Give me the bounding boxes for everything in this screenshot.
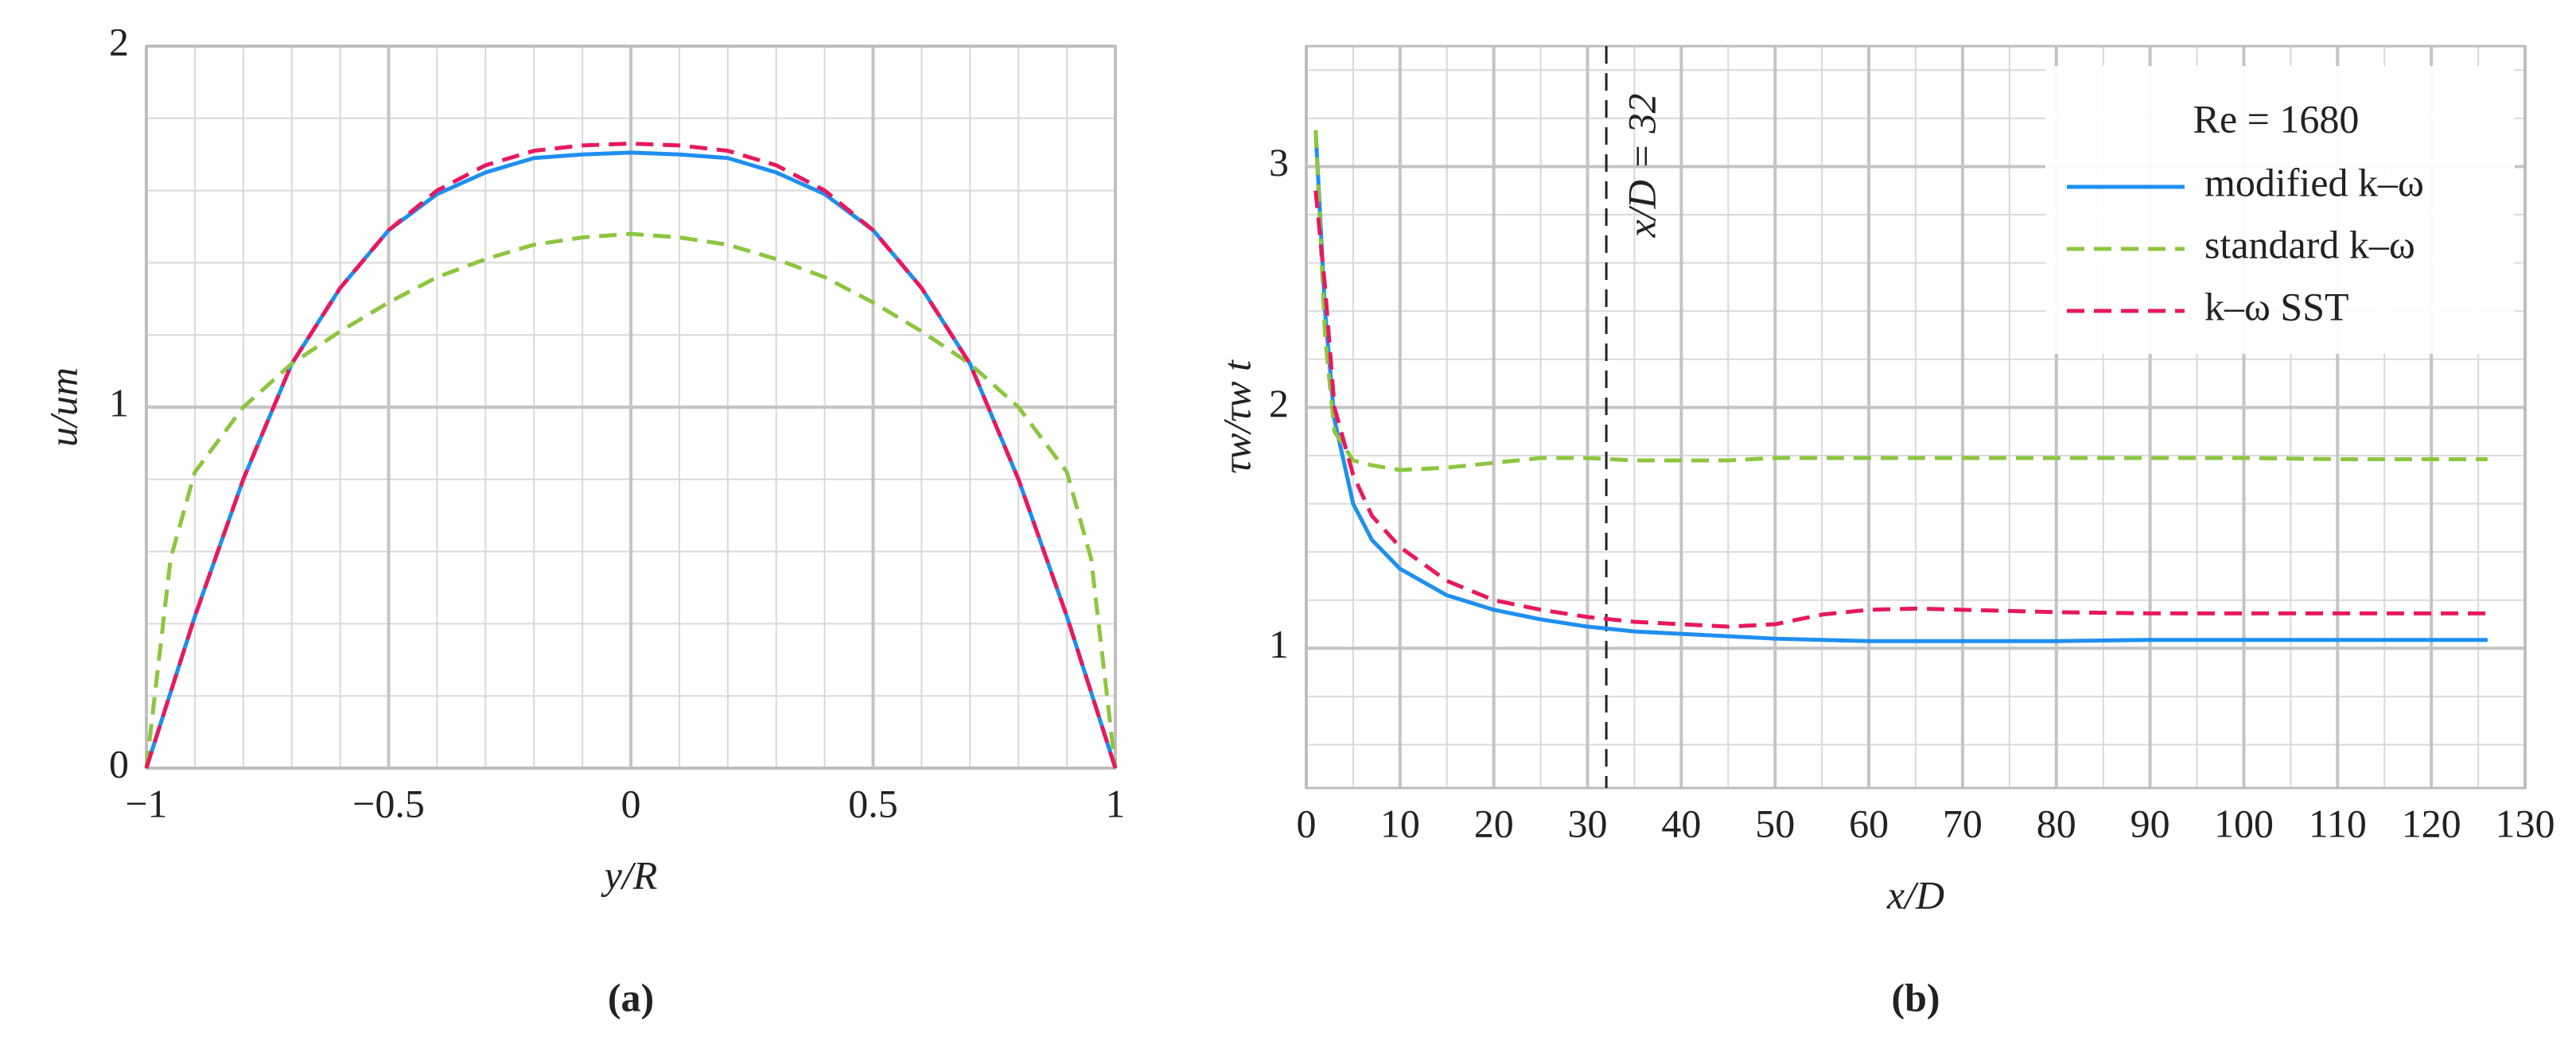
panel-label: (a) bbox=[608, 975, 654, 1019]
legend-label: k–ω SST bbox=[2204, 284, 2349, 328]
y-tick-label: 2 bbox=[1269, 381, 1289, 425]
legend-title: Re = 1680 bbox=[2193, 96, 2360, 141]
x-tick-label: 0 bbox=[621, 781, 641, 825]
x-tick-label: −1 bbox=[125, 781, 167, 825]
y-tick-label: 2 bbox=[109, 19, 129, 64]
x-tick-label: 70 bbox=[1943, 801, 1983, 845]
x-tick-label: 60 bbox=[1849, 801, 1889, 845]
series-line bbox=[1313, 130, 2488, 643]
x-tick-label: 50 bbox=[1755, 801, 1795, 845]
x-tick-label: 1 bbox=[1106, 781, 1126, 825]
x-tick-label: 100 bbox=[2214, 801, 2274, 845]
x-tick-label: 40 bbox=[1661, 801, 1701, 845]
x-tick-label: 110 bbox=[2309, 801, 2367, 845]
x-tick-label: 120 bbox=[2402, 801, 2461, 845]
x-tick-label: 20 bbox=[1474, 801, 1514, 845]
legend-label: standard k–ω bbox=[2204, 222, 2415, 266]
x-tick-label: 0 bbox=[1297, 801, 1317, 845]
legend-box bbox=[2045, 66, 2515, 354]
x-tick-label: 30 bbox=[1568, 801, 1608, 845]
series-line bbox=[144, 231, 1118, 769]
x-tick-label: 10 bbox=[1380, 801, 1420, 845]
x-tick-label: 80 bbox=[2037, 801, 2076, 845]
x-tick-label: 0.5 bbox=[848, 781, 898, 825]
x-tick-label: −0.5 bbox=[352, 781, 425, 825]
x-axis-title: x/D bbox=[1886, 872, 1944, 917]
y-axis-title: τw/τw t bbox=[1214, 359, 1259, 474]
panel-label: (b) bbox=[1891, 975, 1940, 1019]
y-tick-label: 1 bbox=[1269, 622, 1289, 666]
x-axis-title: y/R bbox=[601, 852, 658, 897]
y-tick-label: 3 bbox=[1269, 140, 1289, 184]
y-tick-label: 1 bbox=[109, 380, 129, 425]
series-line bbox=[1313, 130, 2488, 472]
x-tick-label: 130 bbox=[2496, 801, 2555, 845]
legend-label: modified k–ω bbox=[2204, 160, 2424, 204]
series-line bbox=[144, 142, 1118, 769]
plot-frame bbox=[145, 45, 1117, 770]
y-axis-title: u/um bbox=[41, 367, 85, 447]
y-tick-label: 0 bbox=[109, 741, 129, 786]
x-tick-label: 90 bbox=[2130, 801, 2170, 845]
plot-frame bbox=[1305, 45, 2527, 790]
annotation: x/D = 32 bbox=[1620, 94, 1664, 239]
